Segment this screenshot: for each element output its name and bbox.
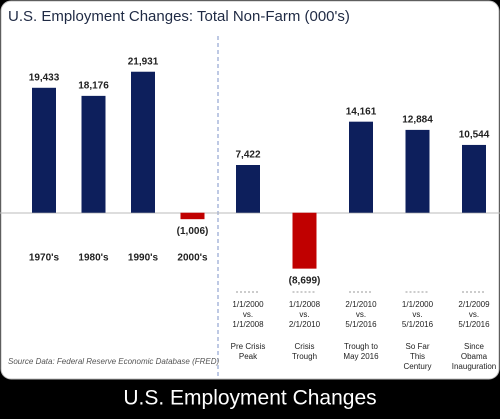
category-description: May 2016	[343, 352, 379, 361]
value-label: (1,006)	[177, 226, 209, 237]
category-description: Century	[403, 362, 431, 371]
chart-title: U.S. Employment Changes: Total Non-Farm …	[8, 8, 350, 25]
value-label: 21,931	[128, 56, 159, 67]
category-label: vs.	[412, 310, 422, 319]
category-label: vs.	[243, 310, 253, 319]
bar	[236, 165, 260, 213]
bar	[349, 121, 373, 213]
value-label: 14,161	[346, 106, 377, 117]
category-label: vs.	[299, 310, 309, 319]
category-label: vs.	[469, 310, 479, 319]
category-label: 1/1/2008	[232, 320, 264, 329]
category-description: Peak	[239, 352, 258, 361]
category-label: 2000's	[177, 253, 208, 264]
value-label: 7,422	[235, 150, 260, 161]
category-description: Trough	[292, 352, 317, 361]
category-label: 1990's	[128, 253, 159, 264]
category-description: Inauguration	[452, 362, 496, 371]
bar	[292, 212, 317, 269]
category-description: This	[410, 352, 425, 361]
value-label: 18,176	[78, 81, 109, 92]
source-note: Source Data: Federal Reserve Economic Da…	[8, 357, 220, 366]
category-label: 5/1/2016	[402, 320, 434, 329]
category-label: vs.	[356, 310, 366, 319]
category-description: Since	[464, 342, 485, 351]
category-label: 2/1/2010	[289, 320, 321, 329]
category-label: 1/1/2008	[289, 300, 321, 309]
value-label: 19,433	[29, 72, 60, 83]
category-label: 2/1/2010	[345, 300, 377, 309]
value-label: 10,544	[459, 130, 490, 141]
value-label: (8,699)	[289, 275, 321, 286]
bar	[180, 212, 205, 220]
category-label: 1/1/2000	[232, 300, 264, 309]
bar	[405, 129, 430, 213]
category-label: 1/1/2000	[402, 300, 434, 309]
bar	[462, 144, 486, 213]
category-label: 1970's	[29, 253, 60, 264]
category-description: So Far	[405, 342, 429, 351]
value-label: 12,884	[402, 115, 433, 126]
category-description: Trough to	[344, 342, 378, 351]
category-label: 2/1/2009	[458, 300, 490, 309]
category-description: Obama	[461, 352, 488, 361]
category-label: 5/1/2016	[458, 320, 490, 329]
bar	[32, 87, 56, 213]
caption: U.S. Employment Changes	[123, 387, 376, 410]
category-label: 5/1/2016	[345, 320, 377, 329]
bar	[131, 71, 155, 213]
bar	[81, 95, 106, 213]
category-description: Crisis	[295, 342, 315, 351]
category-label: 1980's	[78, 253, 109, 264]
category-description: Pre Crisis	[231, 342, 266, 351]
